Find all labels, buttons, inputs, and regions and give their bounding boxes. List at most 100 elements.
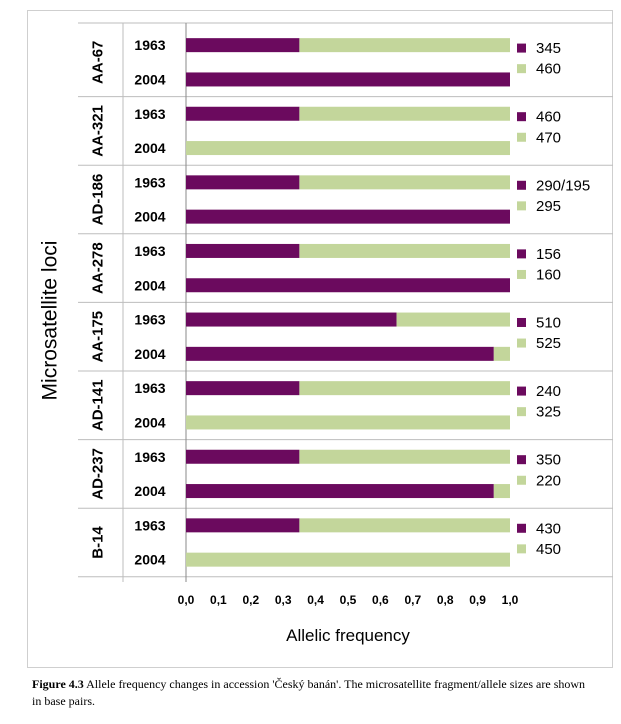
year-label: 2004 [134,71,165,87]
bar-segment-allele-1 [186,72,510,87]
legend-label: 450 [536,541,561,558]
year-label: 1963 [134,243,165,259]
legend-swatch [517,43,526,53]
locus-label: AA-67 [90,41,107,84]
legend-swatch [517,475,526,485]
x-tick-label: 0,2 [242,593,259,607]
locus-label: AD-141 [90,379,107,431]
year-label: 1963 [134,312,165,328]
locus-label: AA-175 [90,311,107,363]
bar-segment-allele-2 [493,346,510,361]
year-label: 2004 [134,552,165,568]
year-label: 1963 [134,449,165,465]
bar-segment-allele-1 [186,381,300,396]
locus-label: AD-237 [90,448,107,500]
bar-segment-allele-1 [186,209,510,224]
y-axis-title: Microsatellite loci [39,241,62,401]
bar-segment-allele-1 [186,175,300,190]
legend-swatch [517,338,526,348]
bar-segment-allele-2 [299,449,510,464]
caption-text: Allele frequency changes in accession 'Č… [32,677,586,708]
bar-segment-allele-2 [186,141,510,156]
bar-segment-allele-2 [186,552,510,567]
year-label: 1963 [134,517,165,533]
bar-segment-allele-2 [299,243,510,258]
year-label: 1963 [134,106,165,122]
x-tick-label: 0,7 [404,593,421,607]
year-label: 2004 [134,140,165,156]
legend-label: 290/195 [536,177,590,194]
year-label: 1963 [134,380,165,396]
bar-segment-allele-2 [186,415,510,430]
bar-segment-allele-2 [299,38,510,53]
legend-swatch [517,64,526,74]
legend-label: 295 [536,198,561,215]
legend-swatch [517,523,526,533]
legend-swatch [517,386,526,396]
year-label: 1963 [134,174,165,190]
bar-segment-allele-2 [299,106,510,121]
bar-segment-allele-1 [186,518,300,533]
legend-swatch [517,132,526,142]
bar-segment-allele-2 [493,484,510,499]
legend-label: 460 [536,61,561,78]
bar-segment-allele-1 [186,346,494,361]
x-tick-label: 0,4 [307,593,324,607]
year-label: 1963 [134,37,165,53]
bar-segment-allele-1 [186,106,300,121]
bar-segment-allele-2 [396,312,510,327]
chart-frame: AA-67 1963 2004 345 460 AA-321 1963 2004 460 470 A… [27,10,613,668]
bar-segment-allele-2 [299,381,510,396]
bar-segment-allele-1 [186,278,510,293]
x-tick-label: 0,6 [372,593,389,607]
bar-segment-allele-1 [186,312,397,327]
legend-label: 156 [536,246,561,263]
bar-segment-allele-2 [299,175,510,190]
legend-label: 345 [536,40,561,57]
x-tick-label: 0,8 [437,593,454,607]
bar-segment-allele-2 [299,518,510,533]
legend-swatch [517,407,526,417]
bar-segment-allele-1 [186,38,300,53]
allele-frequency-chart: AA-67 1963 2004 345 460 AA-321 1963 2004 460 470 A… [39,22,613,645]
legend-label: 430 [536,520,561,537]
legend-label: 220 [536,472,561,489]
year-label: 2004 [134,277,165,293]
legend-label: 460 [536,109,561,126]
x-tick-label: 0,1 [210,593,227,607]
year-label: 2004 [134,346,165,362]
legend-swatch [517,455,526,465]
legend-swatch [517,544,526,554]
bar-segment-allele-1 [186,484,494,499]
caption-label: Figure 4.3 [32,677,84,691]
legend-label: 325 [536,404,561,421]
x-tick-label: 1,0 [502,593,519,607]
x-tick-label: 0,5 [340,593,357,607]
bar-segment-allele-1 [186,449,300,464]
year-label: 2004 [134,209,165,225]
legend-label: 350 [536,452,561,469]
legend-swatch [517,180,526,190]
locus-label: AA-278 [90,242,107,294]
legend-swatch [517,269,526,279]
legend-label: 525 [536,335,561,352]
legend-swatch [517,249,526,259]
legend-swatch [517,201,526,211]
locus-label: AD-186 [90,174,107,226]
x-tick-label: 0,0 [178,593,195,607]
bar-segment-allele-1 [186,243,300,258]
x-tick-label: 0,9 [469,593,486,607]
year-label: 2004 [134,483,165,499]
legend-label: 160 [536,266,561,283]
legend-swatch [517,317,526,327]
legend-label: 470 [536,129,561,146]
year-label: 2004 [134,414,165,430]
figure-caption: Figure 4.3 Allele frequency changes in a… [32,676,592,710]
locus-label: AA-321 [90,105,107,157]
x-axis-title: Allelic frequency [286,626,410,645]
legend-swatch [517,112,526,122]
legend-label: 240 [536,383,561,400]
legend-label: 510 [536,314,561,331]
x-tick-label: 0,3 [275,593,292,607]
locus-label: B-14 [90,526,107,559]
